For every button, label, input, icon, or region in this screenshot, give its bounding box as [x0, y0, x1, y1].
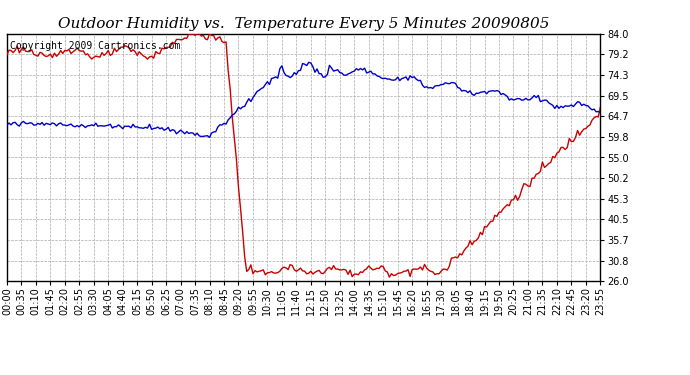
Title: Outdoor Humidity vs.  Temperature Every 5 Minutes 20090805: Outdoor Humidity vs. Temperature Every 5…: [58, 17, 549, 31]
Text: Copyright 2009 Cartronics.com: Copyright 2009 Cartronics.com: [10, 41, 180, 51]
